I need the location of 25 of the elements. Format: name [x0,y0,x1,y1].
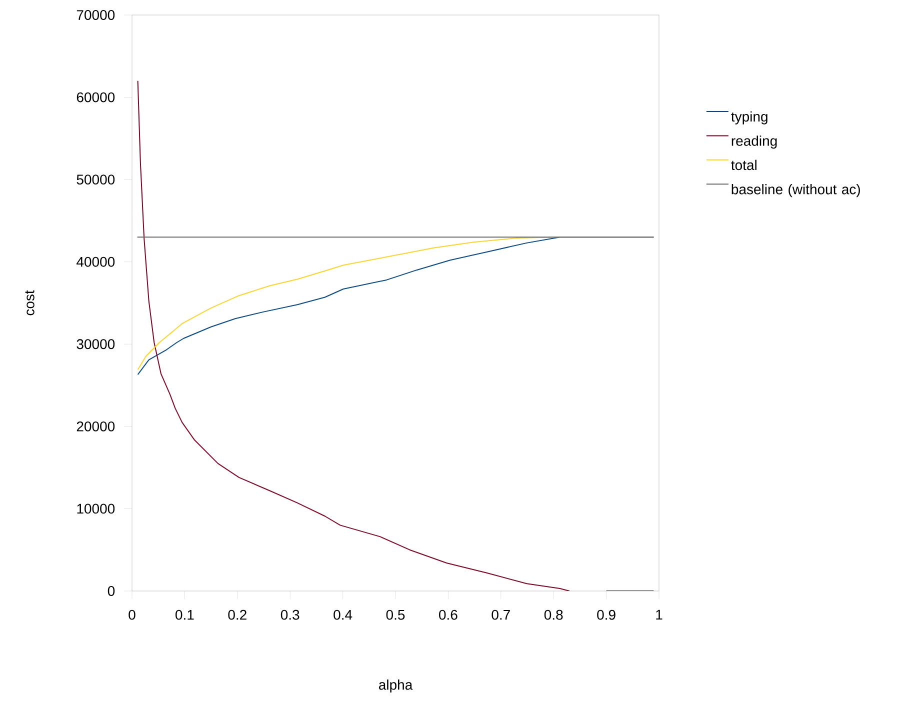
x-tick-label: 0 [128,610,136,620]
legend-label: total [731,160,756,170]
legend-label: reading [732,136,777,149]
x-tick-label: 0.7 [492,610,510,620]
x-axis-title: alpha [378,680,413,693]
y-tick-label: 10000 [77,504,115,514]
x-tick-label: 0.3 [280,610,300,620]
x-tick-label: 0.1 [176,610,194,620]
y-tick-label: 60000 [76,92,115,102]
y-tick-label: 30000 [76,339,115,350]
x-tick-label: 0.9 [597,610,616,620]
x-tick-label: 0.2 [228,610,246,620]
x-tick-label: 0.8 [544,610,563,620]
y-tick-label: 0 [108,586,115,596]
y-tick-label: 50000 [76,174,115,185]
legend-label: baseline (without ac) [732,184,860,198]
y-tick-label: 20000 [76,421,115,432]
x-tick-label: 0.6 [439,610,458,620]
legend-label: typing [731,111,768,124]
x-tick-label: 0.5 [386,610,405,620]
y-tick-label: 70000 [76,10,115,20]
y-tick-label: 40000 [76,256,115,267]
x-tick-label: 1 [656,610,662,620]
x-tick-label: 0.4 [334,610,352,620]
y-axis-title: cost [25,290,34,316]
